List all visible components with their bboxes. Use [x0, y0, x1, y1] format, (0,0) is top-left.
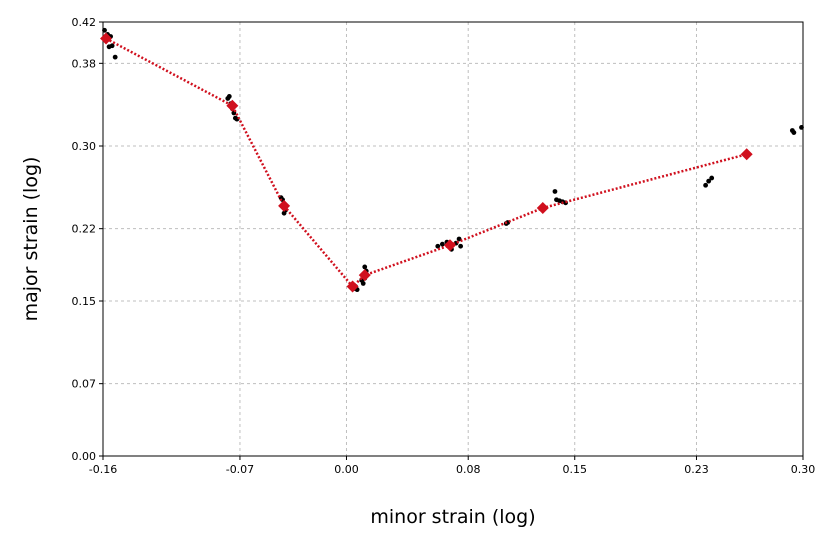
x-tick-label: -0.07 [226, 463, 254, 476]
y-tick-label: 0.30 [72, 140, 97, 153]
x-tick-label: 0.23 [684, 463, 709, 476]
x-tick-label: 0.08 [456, 463, 481, 476]
strain-point [552, 189, 558, 194]
x-tick-label: 0.00 [334, 463, 359, 476]
x-tick-label: -0.16 [89, 463, 117, 476]
strain-point [102, 27, 107, 33]
y-tick-label: 0.22 [72, 223, 97, 236]
strain-point [703, 182, 709, 188]
y-axis-ticks: 0.00 0.07 0.15 0.22 0.30 0.38 0.42 [72, 16, 103, 463]
strain-points [102, 27, 804, 293]
y-tick-label: 0.42 [72, 16, 97, 29]
limit-curve-marker [278, 199, 291, 212]
x-tick-label: 0.15 [562, 463, 587, 476]
y-axis-label: major strain (log) [20, 157, 42, 322]
strain-point [360, 281, 366, 286]
strain-point [281, 210, 287, 216]
strain-point [791, 130, 797, 135]
strain-point [109, 43, 115, 49]
limit-curve-marker [358, 269, 371, 282]
x-tick-label: 0.30 [791, 463, 816, 476]
x-axis-ticks: -0.16 -0.07 0.00 0.08 0.15 0.23 0.30 [89, 456, 815, 476]
limit-curve-marker [100, 32, 113, 45]
y-tick-label: 0.15 [72, 295, 97, 308]
y-tick-label: 0.38 [72, 57, 97, 70]
strain-point [709, 175, 715, 181]
y-tick-label: 0.07 [72, 378, 97, 391]
grid-layer [103, 22, 803, 456]
strain-point [112, 54, 118, 60]
limit-curve-marker [536, 202, 549, 214]
strain-point [435, 243, 441, 249]
limit-curve [100, 32, 753, 293]
strain-point [439, 241, 445, 247]
strain-point [706, 178, 712, 184]
strain-point [362, 264, 368, 270]
limit-curve-line [105, 37, 748, 289]
x-axis-label: minor strain (log) [370, 506, 535, 528]
plot-frame [102, 21, 804, 457]
limit-curve-marker [346, 280, 359, 293]
strain-point [458, 243, 464, 249]
limit-curve-marker [226, 99, 239, 112]
limit-curve-marker [443, 239, 456, 252]
strain-point [799, 125, 804, 130]
strain-point [226, 94, 232, 99]
limit-curve-marker [740, 148, 753, 161]
y-tick-label: 0.00 [72, 450, 97, 463]
